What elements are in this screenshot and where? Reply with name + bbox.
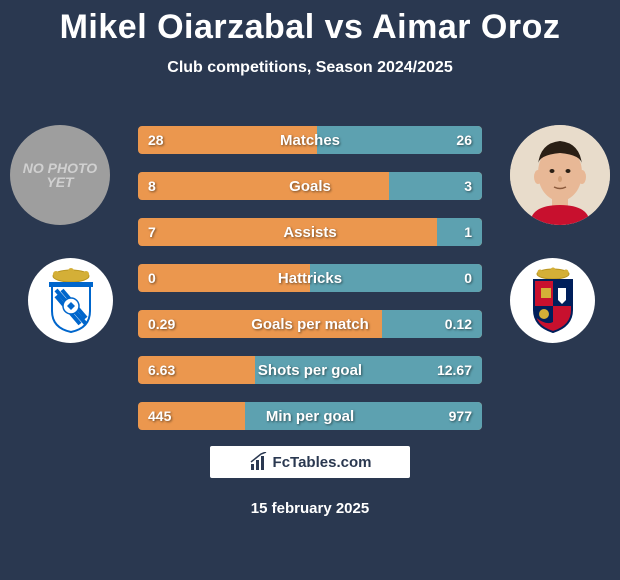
fctables-text: FcTables.com xyxy=(273,454,372,471)
stat-bar: 2826Matches xyxy=(138,126,482,154)
stat-bar: 00Hattricks xyxy=(138,264,482,292)
stat-label: Shots per goal xyxy=(138,356,482,384)
club-left-badge xyxy=(28,258,113,343)
stat-label: Goals xyxy=(138,172,482,200)
stat-label: Hattricks xyxy=(138,264,482,292)
stat-label: Matches xyxy=(138,126,482,154)
chart-icon xyxy=(249,452,269,472)
no-photo-placeholder: NO PHOTO YET xyxy=(10,161,110,189)
stat-label: Min per goal xyxy=(138,402,482,430)
stat-bar: 71Assists xyxy=(138,218,482,246)
player-face-icon xyxy=(510,125,610,225)
stat-bar: 83Goals xyxy=(138,172,482,200)
stat-bar: 0.290.12Goals per match xyxy=(138,310,482,338)
date-text: 15 february 2025 xyxy=(0,500,620,517)
stat-label: Assists xyxy=(138,218,482,246)
stat-label: Goals per match xyxy=(138,310,482,338)
club-right-badge xyxy=(510,258,595,343)
fctables-badge: FcTables.com xyxy=(210,446,410,478)
page-title: Mikel Oiarzabal vs Aimar Oroz xyxy=(0,0,620,47)
real-sociedad-crest-icon xyxy=(36,266,106,336)
player-left-avatar: NO PHOTO YET xyxy=(10,125,110,225)
subtitle: Club competitions, Season 2024/2025 xyxy=(0,59,620,77)
stat-bar: 6.6312.67Shots per goal xyxy=(138,356,482,384)
stat-bar: 445977Min per goal xyxy=(138,402,482,430)
stats-container: 2826Matches 83Goals 71Assists 00Hattricks 0.… xyxy=(138,126,482,448)
player-right-avatar xyxy=(510,125,610,225)
osasuna-crest-icon xyxy=(518,266,588,336)
